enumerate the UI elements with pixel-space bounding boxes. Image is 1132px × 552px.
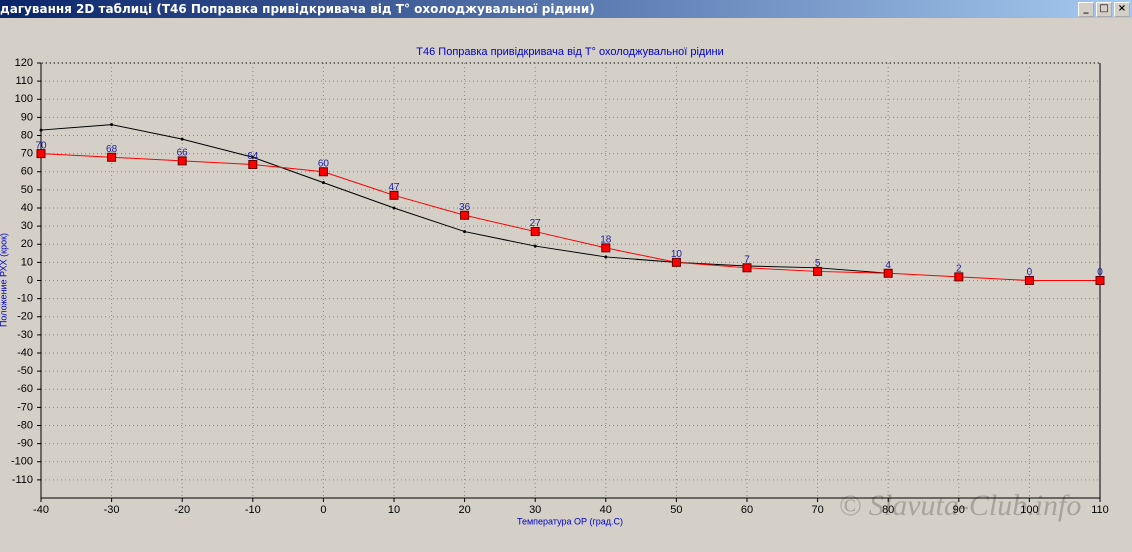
y-tick-label: -40 (17, 347, 33, 359)
point-marker (463, 230, 467, 234)
point-marker (601, 243, 611, 253)
series-line (40, 153, 1100, 281)
point-marker (1024, 276, 1034, 285)
point-marker (36, 149, 46, 159)
data-label: 68 (106, 144, 118, 155)
data-label: 27 (530, 218, 542, 229)
x-tick-label: 10 (388, 504, 400, 516)
point-marker (180, 137, 184, 141)
y-tick-label: 30 (21, 220, 33, 232)
point-marker (671, 257, 681, 267)
x-tick-label: 50 (670, 504, 682, 516)
y-tick-label: -30 (17, 329, 33, 341)
data-label: 4 (885, 260, 891, 271)
y-tick-label: -20 (17, 311, 33, 323)
data-label: 7 (744, 254, 750, 265)
x-tick-label: -40 (33, 504, 49, 516)
y-tick-label: -10 (17, 293, 33, 305)
x-tick-label: 90 (953, 504, 965, 516)
x-tick-label: 0 (320, 504, 326, 516)
point-marker (533, 244, 537, 248)
chart-title: T46 Поправка привідкривача від T° охолод… (416, 46, 723, 58)
y-tick-label: 110 (15, 75, 33, 87)
y-tick-label: 70 (21, 148, 33, 160)
point-marker (251, 155, 255, 159)
y-tick-label: 50 (21, 184, 33, 196)
data-label: 64 (247, 151, 259, 162)
data-label: 0 (1027, 267, 1033, 278)
data-label: 36 (459, 202, 471, 213)
data-label: 5 (815, 258, 821, 269)
point-marker (813, 266, 823, 276)
series-line (40, 124, 889, 274)
data-label: 2 (956, 264, 962, 275)
point-marker (460, 210, 470, 220)
y-tick-label: 10 (21, 256, 33, 268)
y-tick-label: 80 (21, 129, 33, 141)
y-tick-label: -70 (17, 401, 33, 413)
x-tick-label: 100 (1020, 504, 1038, 516)
data-label: 18 (600, 235, 612, 246)
point-marker (954, 272, 964, 282)
y-tick-label: -80 (17, 419, 33, 431)
minimize-button[interactable]: _ (1078, 2, 1094, 17)
point-marker (248, 160, 258, 169)
chart: T46 Поправка привідкривача від T° охолод… (0, 46, 1109, 526)
point-marker (883, 268, 893, 278)
point-marker (392, 206, 396, 210)
point-marker (177, 156, 187, 166)
y-tick-label: -60 (17, 383, 33, 395)
data-label: 10 (671, 249, 683, 260)
point-marker (107, 152, 117, 162)
point-marker (321, 181, 325, 185)
y-tick-label: 0 (27, 274, 33, 286)
x-tick-label: 70 (811, 504, 823, 516)
data-label: 70 (35, 140, 47, 151)
data-label: 66 (177, 148, 189, 159)
x-tick-label: -30 (104, 504, 120, 516)
window-buttons: _ □ × (1078, 2, 1130, 17)
data-label: 60 (318, 158, 330, 169)
y-tick-label: 120 (15, 57, 33, 69)
y-tick-label: 20 (21, 238, 33, 250)
y-tick-label: -100 (11, 456, 33, 468)
point-marker (39, 128, 43, 132)
x-tick-label: 30 (529, 504, 541, 516)
y-tick-label: -90 (17, 438, 33, 450)
y-tick-label: -110 (12, 474, 33, 486)
watermark: © Slavuta-Club.info (839, 489, 1082, 522)
close-button[interactable]: × (1114, 2, 1130, 17)
x-tick-label: 60 (741, 504, 753, 516)
y-tick-label: 90 (21, 111, 33, 123)
point-marker (110, 123, 114, 127)
x-tick-label: 20 (458, 504, 470, 516)
y-axis-label: Положение РХХ (крок) (0, 233, 8, 327)
y-tick-label: 100 (15, 93, 33, 105)
x-tick-label: -10 (245, 504, 261, 516)
point-marker (389, 190, 399, 200)
x-tick-label: -20 (174, 504, 190, 516)
point-marker (1095, 276, 1105, 285)
data-label: 0 (1097, 267, 1103, 278)
y-tick-label: -50 (17, 365, 33, 377)
maximize-button[interactable]: □ (1096, 2, 1112, 17)
point-marker (604, 255, 608, 259)
x-tick-label: 40 (600, 504, 612, 516)
point-marker (742, 263, 752, 273)
data-label: 47 (388, 182, 400, 193)
x-axis-label: Температура ОР (град.С) (517, 516, 623, 526)
x-tick-label: 80 (882, 504, 894, 516)
y-tick-label: 60 (21, 166, 33, 178)
point-marker (530, 227, 540, 237)
point-marker (318, 167, 328, 177)
title-bar: дагування 2D таблиці (T46 Поправка приві… (0, 0, 1132, 18)
window-title: дагування 2D таблиці (T46 Поправка приві… (0, 2, 595, 16)
x-tick-label: 110 (1091, 504, 1109, 516)
y-tick-label: 40 (21, 202, 33, 214)
